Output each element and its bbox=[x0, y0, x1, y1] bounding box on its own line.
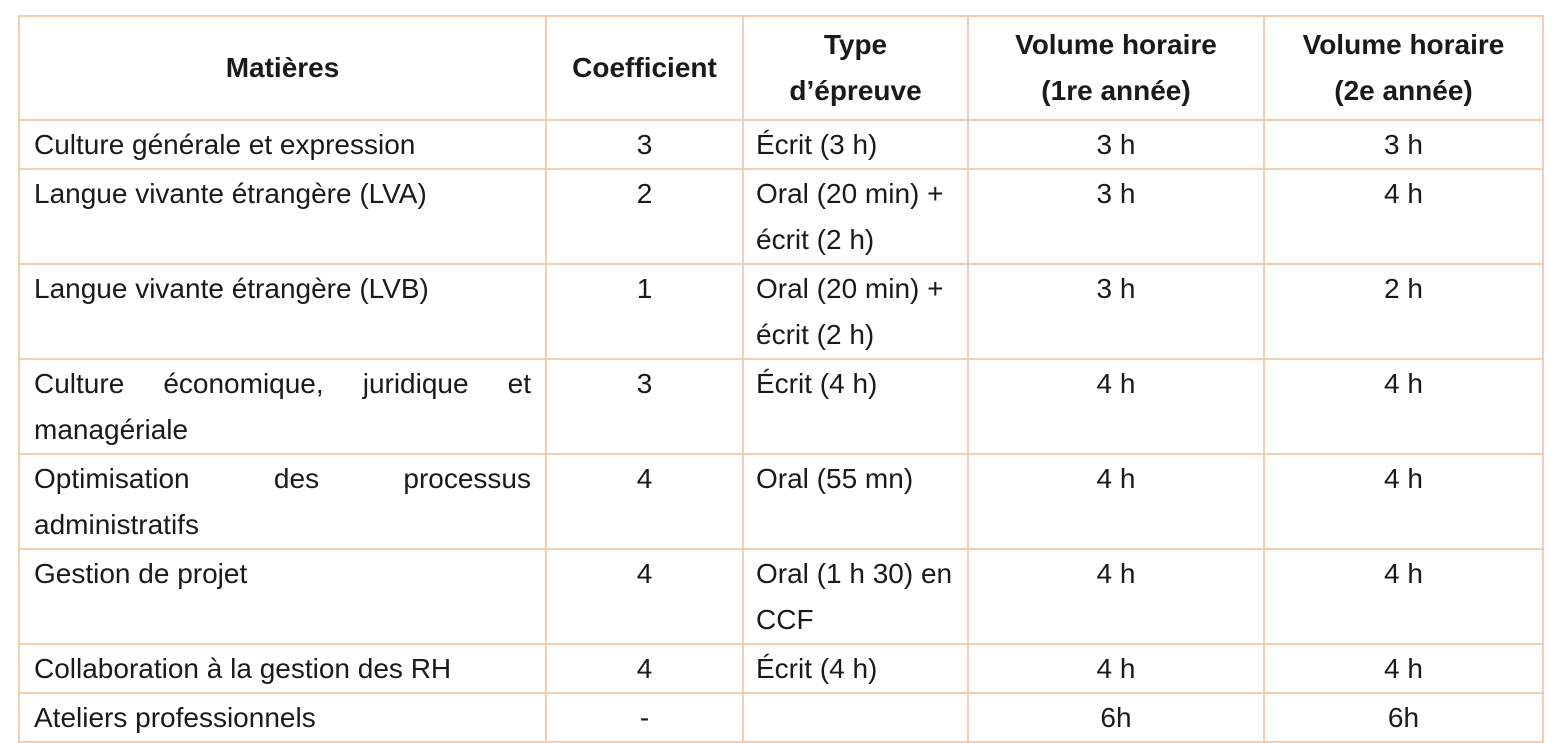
cell-coefficient: 4 bbox=[545, 643, 744, 694]
cell-volume-2: 4 h bbox=[1263, 548, 1544, 645]
header-volume-2: Volume horaire (2e année) bbox=[1263, 15, 1544, 121]
cell-type-epreuve: Écrit (3 h) bbox=[742, 119, 969, 170]
header-matieres: Matières bbox=[18, 15, 547, 121]
cell-volume-2: 4 h bbox=[1263, 453, 1544, 550]
cell-matiere: Collaboration à la gestion des RH bbox=[18, 643, 547, 694]
table-header: Matières Coefficient Type d’épreuve Volu… bbox=[18, 15, 1544, 121]
cell-coefficient: 3 bbox=[545, 119, 744, 170]
cell-volume-1: 6h bbox=[967, 692, 1265, 743]
cell-volume-2: 2 h bbox=[1263, 263, 1544, 360]
cell-coefficient: 2 bbox=[545, 168, 744, 265]
header-volume-1: Volume horaire (1re année) bbox=[967, 15, 1265, 121]
cell-coefficient: 4 bbox=[545, 453, 744, 550]
cell-volume-2: 3 h bbox=[1263, 119, 1544, 170]
table-row: Ateliers professionnels - 6h 6h bbox=[18, 692, 1544, 743]
cell-type-epreuve bbox=[742, 692, 969, 743]
header-type-epreuve: Type d’épreuve bbox=[742, 15, 969, 121]
cell-type-epreuve: Oral (1 h 30) en CCF bbox=[742, 548, 969, 645]
table-row: Optimisation des processus administratif… bbox=[18, 453, 1544, 550]
table-row: Collaboration à la gestion des RH 4 Écrit … bbox=[18, 643, 1544, 694]
cell-type-epreuve: Oral (20 min) + écrit (2 h) bbox=[742, 168, 969, 265]
cell-coefficient: 1 bbox=[545, 263, 744, 360]
cell-volume-2: 4 h bbox=[1263, 643, 1544, 694]
subjects-table: Matières Coefficient Type d’épreuve Volu… bbox=[18, 15, 1544, 743]
cell-type-epreuve: Oral (55 mn) bbox=[742, 453, 969, 550]
header-row: Matières Coefficient Type d’épreuve Volu… bbox=[18, 15, 1544, 121]
cell-matiere: Culture économique, juridique et managér… bbox=[18, 358, 547, 455]
table-row: Culture économique, juridique et managér… bbox=[18, 358, 1544, 455]
cell-matiere: Optimisation des processus administratif… bbox=[18, 453, 547, 550]
cell-volume-1: 4 h bbox=[967, 643, 1265, 694]
cell-volume-2: 4 h bbox=[1263, 168, 1544, 265]
cell-matiere: Langue vivante étrangère (LVB) bbox=[18, 263, 547, 360]
cell-type-epreuve: Oral (20 min) + écrit (2 h) bbox=[742, 263, 969, 360]
cell-coefficient: - bbox=[545, 692, 744, 743]
cell-matiere: Langue vivante étrangère (LVA) bbox=[18, 168, 547, 265]
table-row: Culture générale et expression 3 Écrit (3 … bbox=[18, 119, 1544, 170]
cell-coefficient: 3 bbox=[545, 358, 744, 455]
cell-type-epreuve: Écrit (4 h) bbox=[742, 643, 969, 694]
cell-matiere: Gestion de projet bbox=[18, 548, 547, 645]
table-row: Langue vivante étrangère (LVB) 1 Oral (20 … bbox=[18, 263, 1544, 360]
table-body: Culture générale et expression 3 Écrit (3 … bbox=[18, 119, 1544, 743]
cell-volume-2: 6h bbox=[1263, 692, 1544, 743]
cell-coefficient: 4 bbox=[545, 548, 744, 645]
cell-volume-1: 3 h bbox=[967, 263, 1265, 360]
cell-volume-1: 4 h bbox=[967, 453, 1265, 550]
table-row: Gestion de projet 4 Oral (1 h 30) en CCF 4 … bbox=[18, 548, 1544, 645]
cell-volume-1: 3 h bbox=[967, 168, 1265, 265]
cell-volume-1: 3 h bbox=[967, 119, 1265, 170]
cell-matiere: Ateliers professionnels bbox=[18, 692, 547, 743]
cell-volume-1: 4 h bbox=[967, 358, 1265, 455]
cell-type-epreuve: Écrit (4 h) bbox=[742, 358, 969, 455]
cell-matiere: Culture générale et expression bbox=[18, 119, 547, 170]
header-coefficient: Coefficient bbox=[545, 15, 744, 121]
cell-volume-1: 4 h bbox=[967, 548, 1265, 645]
table-row: Langue vivante étrangère (LVA) 2 Oral (20 … bbox=[18, 168, 1544, 265]
cell-volume-2: 4 h bbox=[1263, 358, 1544, 455]
